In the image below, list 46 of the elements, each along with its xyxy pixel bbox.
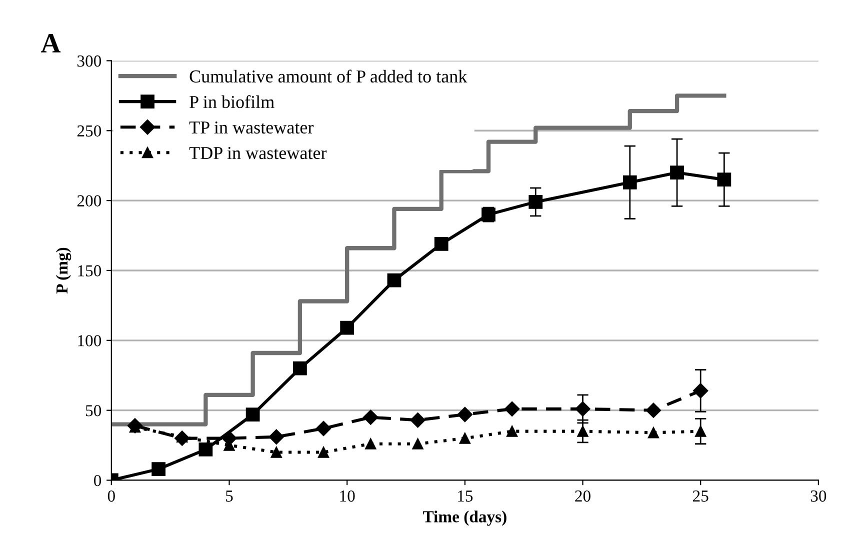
y-tick-label: 250 — [77, 125, 102, 137]
x-tick-label: 5 — [226, 490, 233, 502]
x-tick-label: 15 — [458, 490, 473, 502]
legend-label: P in biofilm — [190, 95, 274, 108]
x-tick-label: 20 — [575, 490, 590, 502]
point — [293, 361, 307, 376]
point — [270, 446, 282, 458]
legend-label: TDP in wastewater — [189, 146, 327, 160]
legend-label: Cumulative amount of P added to tank — [190, 70, 468, 83]
point — [622, 175, 637, 190]
point — [387, 273, 402, 288]
y-tick-label: 100 — [78, 335, 102, 346]
x-axis-title: Time (days) — [422, 510, 506, 526]
y-tick-label: 0 — [94, 474, 102, 486]
point — [646, 402, 662, 418]
point — [717, 172, 732, 187]
x-tick-label: 0 — [108, 490, 115, 502]
point — [363, 410, 378, 425]
point — [412, 438, 424, 450]
y-tick-label: 150 — [78, 265, 102, 276]
y-tick-label: 50 — [86, 405, 102, 416]
point — [459, 432, 470, 444]
point — [318, 446, 330, 458]
chart-title: A — [40, 34, 61, 52]
point — [506, 426, 518, 437]
point — [268, 429, 284, 444]
point — [365, 438, 376, 450]
point — [457, 406, 472, 422]
y-tick-label: 300 — [77, 55, 102, 67]
point — [528, 195, 543, 209]
point — [340, 320, 354, 335]
point — [434, 236, 448, 251]
y-axis-title: P (mg) — [56, 248, 72, 294]
point — [410, 412, 426, 428]
x-tick-label: 25 — [692, 490, 708, 502]
point — [670, 166, 684, 180]
x-tick-label: 10 — [340, 490, 355, 502]
x-tick-label: 30 — [810, 490, 826, 502]
point — [198, 442, 213, 456]
point — [246, 408, 260, 422]
point — [504, 401, 520, 416]
point — [152, 462, 166, 476]
legend-label: TP in wastewater — [189, 121, 314, 134]
point — [648, 427, 660, 438]
point — [316, 420, 332, 436]
y-tick-label: 200 — [77, 195, 102, 207]
